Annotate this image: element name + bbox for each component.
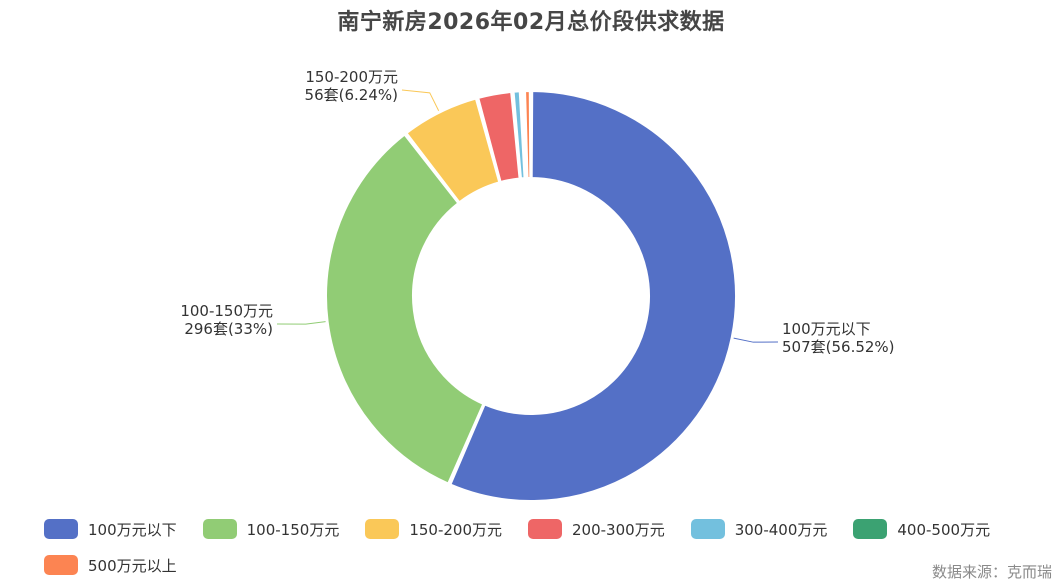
source-note: 数据来源：克而瑞 [931,563,1052,581]
legend-item-200-300万元[interactable]: 200-300万元 [528,518,665,540]
leader-line-100万元以下 [733,337,779,343]
legend-label: 100万元以下 [88,520,177,539]
legend-swatch [202,519,237,539]
legend-item-500万元以上[interactable]: 500万元以上 [44,554,177,576]
legend-swatch [44,519,78,539]
legend-item-400-500万元[interactable]: 400-500万元 [853,518,990,540]
slice-500万元以上[interactable] [524,90,532,180]
legend-item-150-200万元[interactable]: 150-200万元 [365,518,502,540]
legend-item-100万元以下[interactable]: 100万元以下 [44,518,177,540]
chart-title: 南宁新房2026年02月总价段供求数据 [337,10,725,35]
donut-slices [325,90,737,502]
slice-label-100-150万元: 100-150万元 296套(33%) [180,302,273,338]
leader-lines [276,89,779,343]
slice-label-100万元以下: 100万元以下 507套(56.52%) [782,320,895,356]
legend-swatch [365,519,400,539]
legend-label: 500万元以上 [88,556,177,575]
legend-label: 200-300万元 [572,520,665,539]
slice-100万元以下[interactable] [449,90,737,502]
legend-label: 300-400万元 [734,520,828,539]
legend-swatch [44,555,78,575]
slice-150-200万元[interactable] [405,97,501,204]
legend-swatch [528,519,563,539]
legend-label: 100-150万元 [246,520,340,539]
slice-100-150万元[interactable] [325,133,485,485]
slice-300-400万元[interactable] [512,90,526,180]
legend-label: 150-200万元 [409,520,503,539]
legend-label: 400-500万元 [897,520,991,539]
legend-item-100-150万元[interactable]: 100-150万元 [202,518,340,540]
legend: 100万元以下 100-150万元 150-200万元 200-300万元 300-40… [44,518,1044,576]
leader-line-150-200万元 [401,89,440,111]
slice-200-300万元[interactable] [477,90,521,183]
slice-label-150-200万元: 150-200万元 56套(6.24%) [305,68,398,104]
legend-item-300-400万元[interactable]: 300-400万元 [690,518,828,540]
slice-400-500万元[interactable] [521,90,528,180]
leader-line-100-150万元 [276,321,326,325]
slice-labels: 100万元以下 507套(56.52%) 100-150万元 296套(33%) 150… [180,68,894,356]
legend-swatch [853,519,888,539]
legend-swatch [690,519,725,539]
